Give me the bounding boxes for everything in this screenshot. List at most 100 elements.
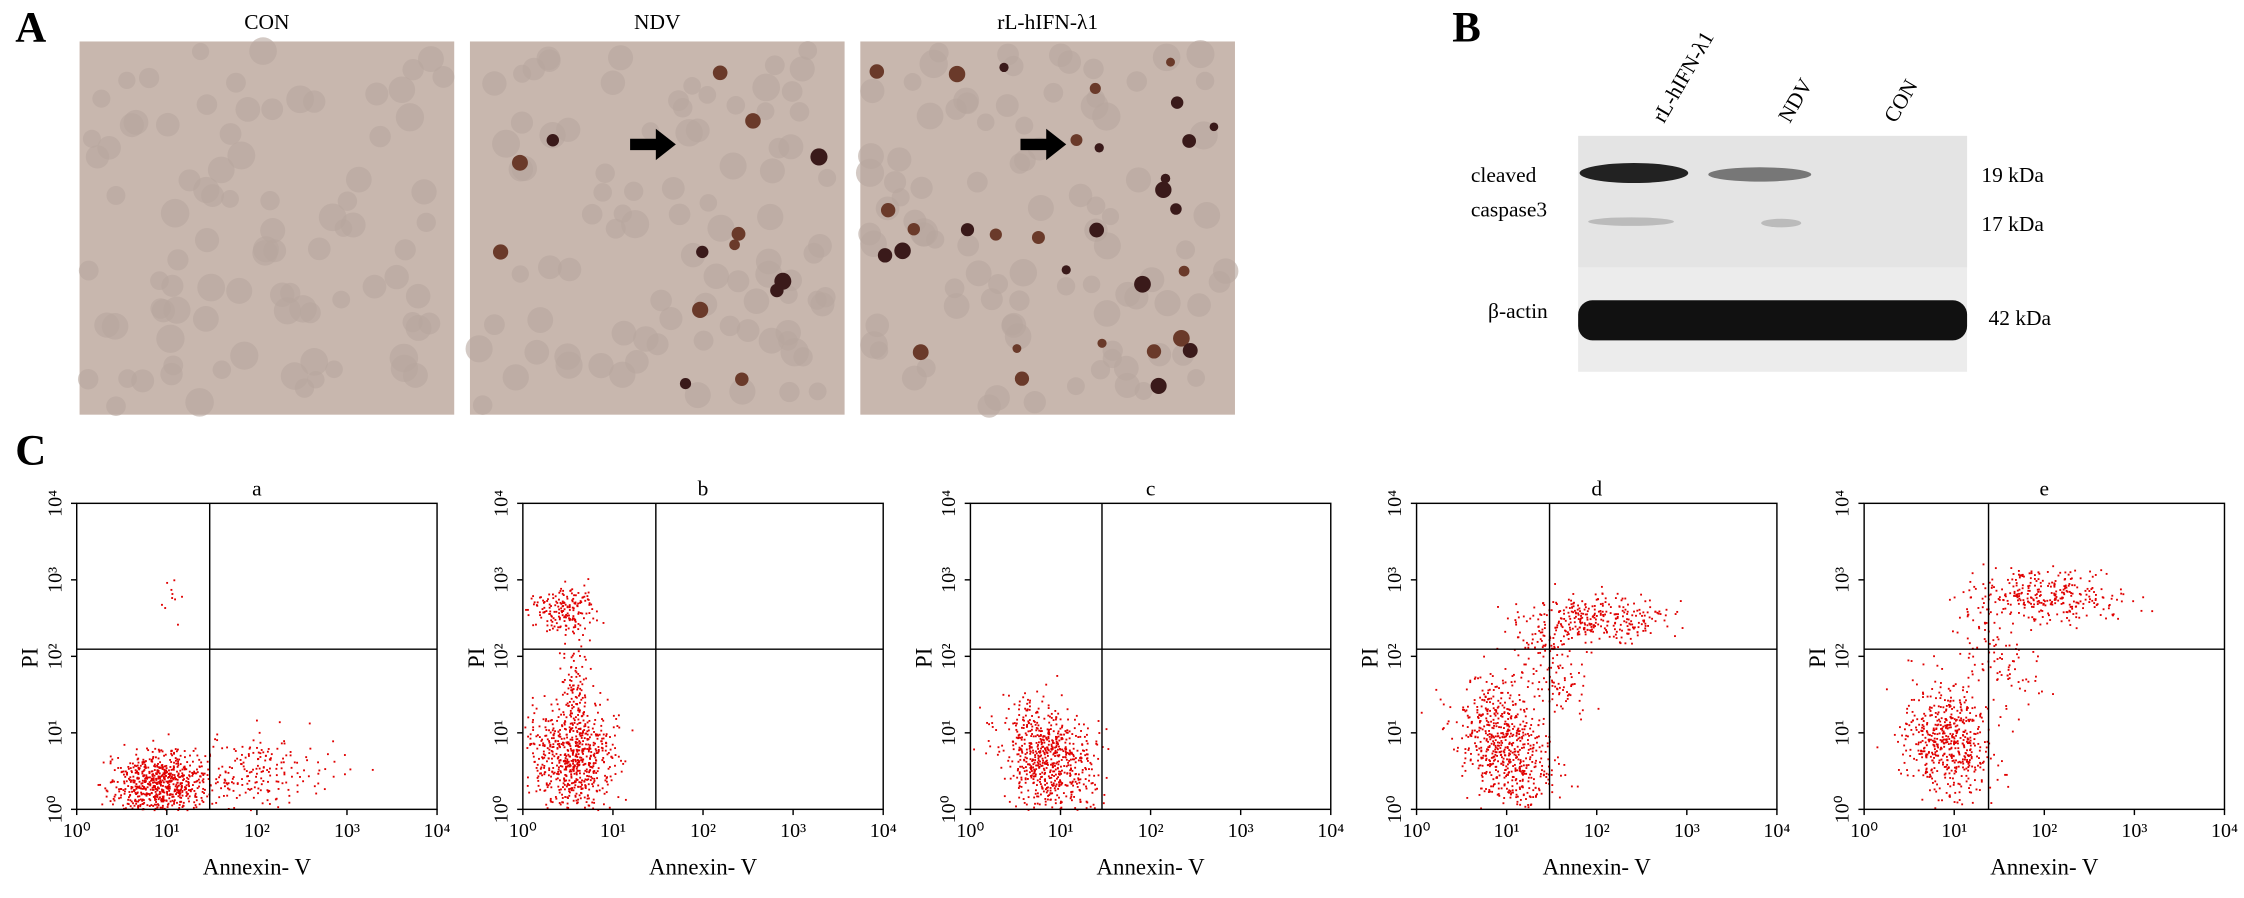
event [1600,618,1603,621]
event [174,757,177,760]
event [571,738,574,741]
event [222,794,225,797]
cell [1082,275,1101,294]
event [1481,728,1484,731]
event [1933,704,1936,707]
event [548,769,551,772]
event [123,743,126,746]
cell [758,327,785,354]
event [1986,756,1989,759]
event [1997,724,2000,727]
event [1059,733,1062,736]
event [557,605,560,608]
event [1981,597,1984,600]
event [1597,707,1600,710]
event [588,612,591,615]
event [581,748,584,751]
event [1531,754,1534,757]
event [1967,769,1970,772]
event [568,604,571,607]
event [2022,603,2025,606]
event [550,614,553,617]
event [192,750,195,752]
event [585,770,588,773]
event [1493,724,1496,727]
event [1649,632,1652,634]
event [1071,758,1074,761]
event [1522,720,1525,723]
cell [1092,102,1121,131]
event [1570,610,1573,613]
event [221,747,224,750]
event [179,776,182,778]
event [1047,704,1050,707]
x-tick-label: 10¹ [1941,820,1967,842]
event [1974,733,1977,735]
event [577,798,580,801]
event [142,758,145,761]
event [2054,593,2057,596]
event [181,782,183,785]
event [1523,772,1526,775]
event [1577,618,1580,620]
event [542,599,545,602]
event [604,779,607,782]
event [1501,741,1504,744]
event [578,638,581,641]
event [1899,726,1901,729]
event [1012,748,1015,751]
event [198,765,201,768]
event [133,790,136,793]
event [578,709,581,712]
event [154,786,156,789]
cell [641,122,660,141]
event [2051,600,2053,603]
event [155,779,158,781]
event [1907,659,1910,662]
event [568,729,571,732]
event [1481,713,1484,716]
event [561,724,563,727]
event [139,798,142,801]
event [533,743,536,746]
event [564,757,567,759]
event [2021,587,2024,590]
event [1613,613,1616,616]
event [542,744,545,747]
event [1508,752,1511,755]
event [1948,753,1951,756]
event [1553,710,1556,713]
event [1934,753,1936,756]
event [1493,759,1495,762]
cell [779,381,800,403]
event [1090,782,1093,785]
event [1521,728,1524,731]
event [1905,734,1908,737]
event [1015,722,1018,725]
event [1464,710,1467,713]
event [554,796,557,798]
event [127,803,130,805]
event [1519,739,1522,742]
event [574,695,577,698]
event [1562,689,1564,691]
event [601,759,604,762]
event [2023,606,2026,609]
event [1024,714,1027,717]
event [1086,753,1089,756]
event [1928,776,1931,778]
event [1082,723,1085,726]
event [570,773,573,776]
event [1952,630,1954,633]
event [1519,770,1522,773]
cell [1068,183,1093,208]
event [1067,764,1070,767]
event [1971,670,1974,673]
event [2027,585,2030,588]
event [1907,704,1910,707]
event [592,741,595,744]
event [597,767,600,770]
event [2016,589,2019,592]
event [2044,604,2047,607]
event [235,797,238,799]
